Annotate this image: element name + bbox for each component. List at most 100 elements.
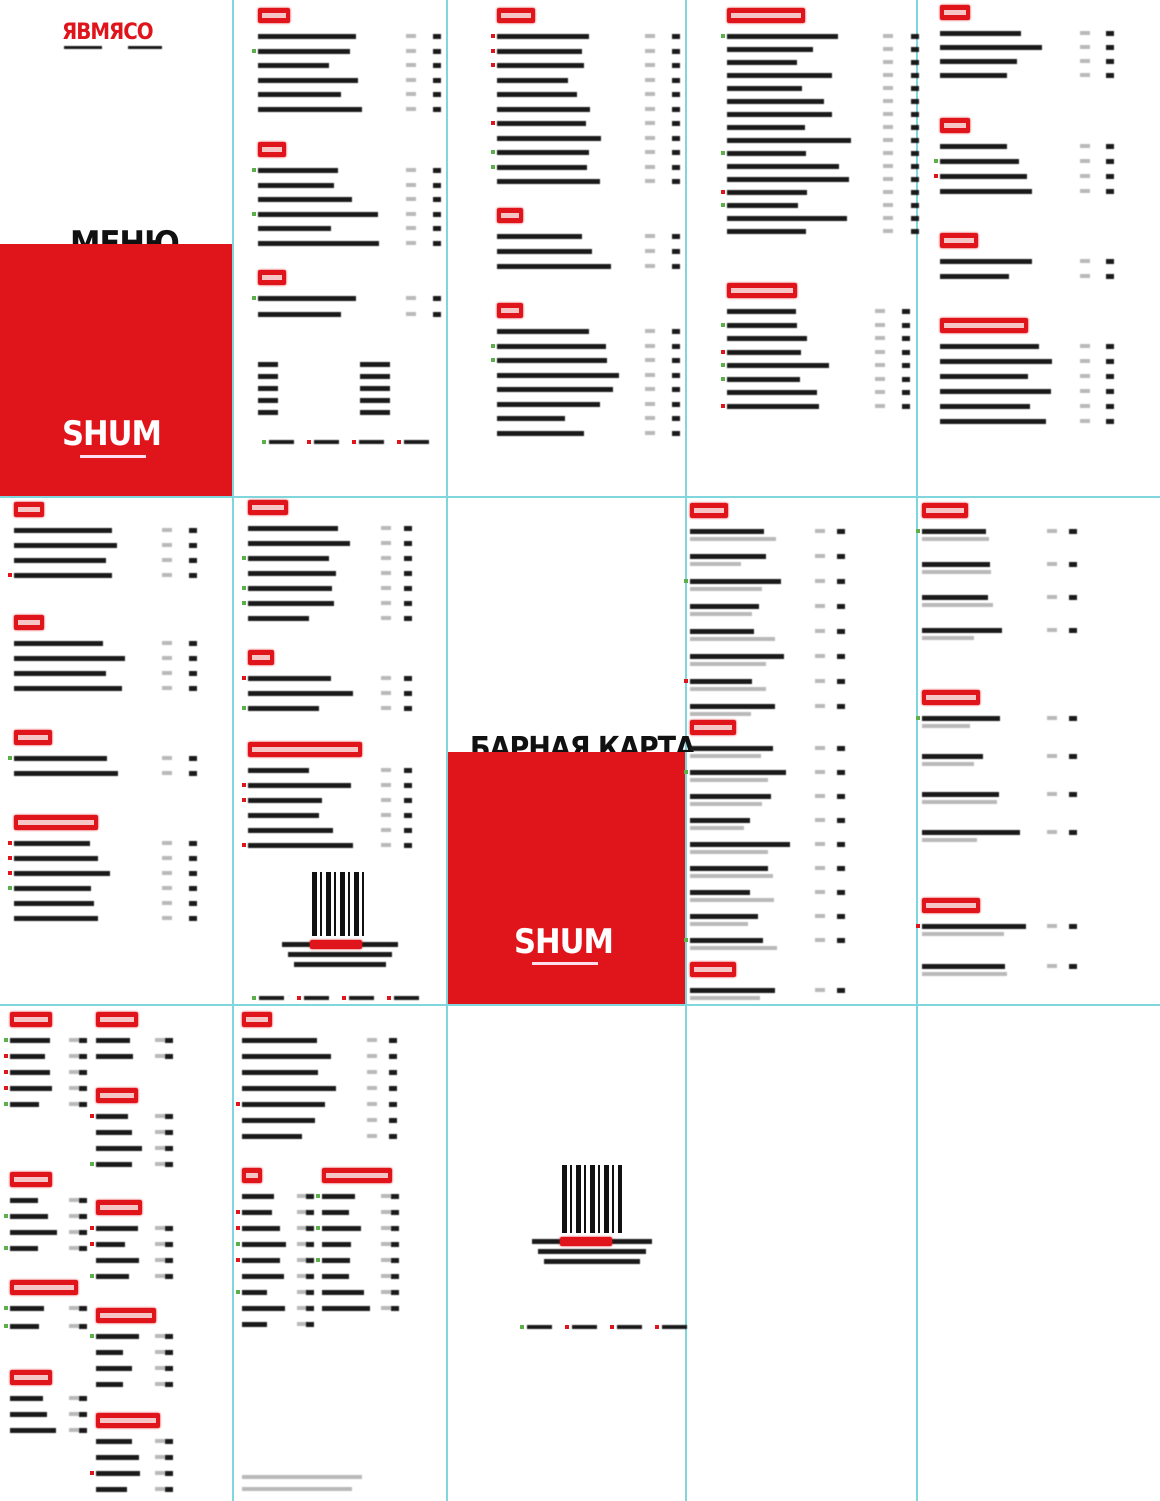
item-price <box>79 1412 87 1417</box>
item-price <box>911 47 919 52</box>
item-weight <box>1046 716 1057 720</box>
item-name <box>497 264 612 269</box>
item-name <box>727 86 803 91</box>
item-price <box>79 1038 87 1043</box>
item-weight <box>366 1038 377 1042</box>
item-price <box>432 211 441 217</box>
legend-marker-icon <box>297 996 301 1000</box>
brand-subtext <box>80 455 146 458</box>
item-weight <box>296 1306 307 1310</box>
section-header <box>96 1308 156 1323</box>
item-price <box>432 92 441 97</box>
item-price <box>188 641 197 646</box>
item-weight <box>154 1258 165 1262</box>
item-name <box>690 554 766 559</box>
item-name <box>922 830 1020 835</box>
item-name <box>96 1258 140 1263</box>
item-weight <box>1080 359 1091 363</box>
item-weight <box>154 1114 165 1118</box>
item-description <box>922 838 977 842</box>
item-price <box>404 691 413 696</box>
item-weight <box>162 841 173 845</box>
item-price <box>901 403 910 409</box>
diet-marker-icon <box>90 1162 94 1166</box>
item-name <box>497 401 600 407</box>
item-weight <box>68 1214 79 1218</box>
item-name <box>248 616 309 621</box>
item-weight <box>162 871 173 875</box>
item-name <box>727 151 807 156</box>
bar-cover: БАРНАЯ КАРТА SHUM <box>448 498 695 1004</box>
section-header <box>940 233 978 248</box>
item-name <box>96 1242 125 1247</box>
item-description <box>690 754 761 758</box>
qr-code <box>562 1165 622 1233</box>
diet-marker-icon <box>242 676 246 680</box>
menu-cover: ЯВМЯСО МЕНЮ SHUM <box>0 0 232 496</box>
item-name <box>497 329 589 334</box>
legend-marker-icon <box>252 996 256 1000</box>
item-weight <box>154 1242 165 1246</box>
bar-title: БАРНАЯ КАРТА <box>470 731 695 752</box>
item-name <box>258 106 362 112</box>
item-price <box>911 86 919 91</box>
legend-label <box>259 996 284 1000</box>
item-name <box>690 842 791 847</box>
item-name <box>14 656 126 661</box>
item-weight <box>645 106 656 111</box>
item-name <box>727 190 808 195</box>
section-header <box>922 898 980 913</box>
item-weight <box>883 60 893 64</box>
item-weight <box>645 249 656 253</box>
item-price <box>1105 189 1114 194</box>
item-price <box>165 1382 173 1387</box>
item-price <box>306 1290 315 1295</box>
item-price <box>911 229 919 234</box>
item-price <box>306 1258 315 1263</box>
item-price <box>391 1274 399 1279</box>
item-weight <box>883 125 893 129</box>
item-price <box>79 1428 87 1433</box>
diet-marker-icon <box>684 938 688 942</box>
item-weight <box>814 679 825 683</box>
item-price <box>404 616 413 621</box>
item-weight <box>68 1070 79 1074</box>
item-name <box>10 1412 47 1417</box>
item-price <box>671 430 680 436</box>
brand-subtext <box>532 962 598 965</box>
item-weight <box>814 704 825 708</box>
item-weight <box>1080 31 1091 35</box>
item-name <box>690 654 784 659</box>
section-header <box>248 742 362 757</box>
item-weight <box>1046 792 1057 796</box>
item-price <box>391 1226 399 1231</box>
item-name <box>690 794 772 799</box>
item-weight <box>645 77 656 82</box>
item-price <box>1105 59 1114 64</box>
section-header <box>940 118 970 133</box>
item-weight <box>380 571 391 575</box>
item-name <box>940 45 1042 50</box>
item-weight <box>814 842 825 846</box>
item-description <box>690 826 744 830</box>
item-price <box>671 358 680 363</box>
item-weight <box>154 1487 165 1491</box>
diet-marker-icon <box>4 1102 8 1106</box>
item-name <box>497 150 590 155</box>
section-header <box>10 1280 78 1295</box>
diet-marker-icon <box>4 1038 8 1042</box>
item-weight <box>645 34 656 38</box>
item-price <box>837 554 846 559</box>
item-name <box>497 249 592 254</box>
item-name <box>497 77 569 83</box>
item-description <box>690 662 767 666</box>
qr-caption <box>544 1259 640 1264</box>
item-price <box>901 390 910 395</box>
section-header <box>96 1413 160 1428</box>
item-weight <box>68 1038 79 1042</box>
item-name <box>940 189 1033 194</box>
item-weight <box>154 1350 165 1354</box>
item-price <box>901 322 910 328</box>
item-name <box>727 309 797 314</box>
item-price <box>389 1134 398 1139</box>
